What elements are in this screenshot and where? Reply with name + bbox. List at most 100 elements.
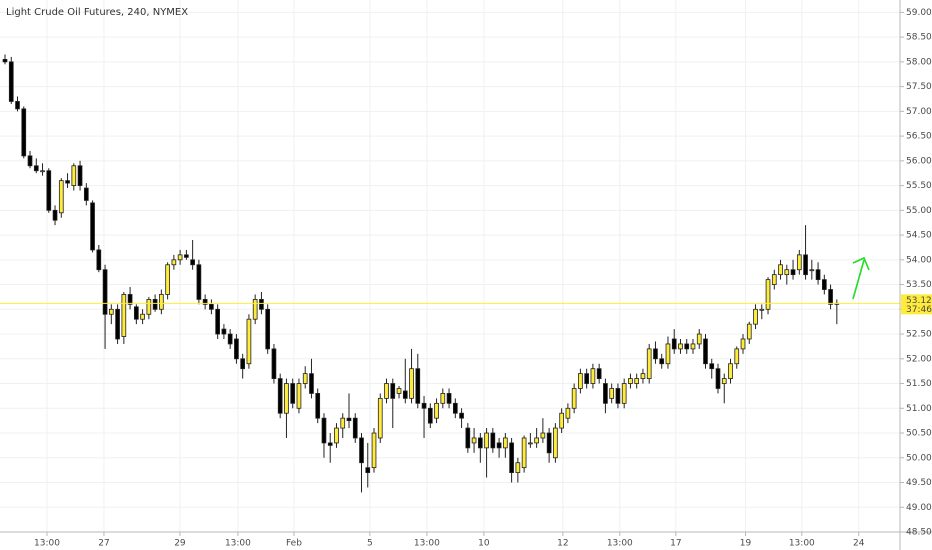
candle-body bbox=[603, 383, 608, 404]
candle-body bbox=[596, 368, 602, 379]
candle-body bbox=[202, 299, 208, 305]
candle-body bbox=[646, 348, 652, 379]
candle-body bbox=[721, 378, 727, 384]
candle-body bbox=[578, 373, 583, 389]
candle-body bbox=[221, 328, 227, 335]
candle-body bbox=[496, 442, 502, 449]
candle-body bbox=[402, 390, 408, 399]
candle-body bbox=[440, 393, 446, 404]
candle-body bbox=[634, 378, 640, 384]
candle-body bbox=[252, 299, 258, 320]
countdown-label: 37:46 bbox=[906, 305, 932, 315]
candle-body bbox=[115, 308, 120, 340]
x-tick-label: 13:00 bbox=[414, 539, 440, 549]
candle-body bbox=[77, 165, 83, 186]
candle-body bbox=[315, 393, 321, 419]
candle-body bbox=[390, 383, 396, 399]
y-tick-label: 49.00 bbox=[906, 503, 932, 513]
x-tick-label: 13:00 bbox=[607, 539, 633, 549]
candle-body bbox=[33, 165, 39, 172]
y-tick-label: 48.50 bbox=[906, 528, 932, 538]
candle-body bbox=[828, 289, 833, 305]
x-tick-label: 24 bbox=[853, 539, 865, 549]
y-tick-label: 57.50 bbox=[906, 82, 932, 92]
x-tick-label: 10 bbox=[478, 539, 490, 549]
candle-body bbox=[540, 432, 546, 439]
x-tick-label: 29 bbox=[174, 539, 186, 549]
candle-body bbox=[246, 318, 252, 365]
candle-body bbox=[528, 442, 533, 445]
candle-body bbox=[290, 383, 296, 404]
candle-body bbox=[715, 368, 721, 389]
candle-body bbox=[90, 202, 95, 251]
candle-body bbox=[365, 467, 371, 474]
x-tick-label: 19 bbox=[740, 539, 752, 549]
candle-body bbox=[340, 417, 346, 429]
y-tick-label: 55.00 bbox=[906, 206, 932, 216]
y-tick-label: 58.00 bbox=[906, 57, 932, 67]
candle-body bbox=[15, 101, 20, 110]
candle-body bbox=[309, 373, 314, 394]
x-tick-label: 13:00 bbox=[225, 539, 251, 549]
y-tick-label: 59.00 bbox=[906, 8, 932, 18]
x-tick-label: 12 bbox=[557, 539, 568, 549]
candle-body bbox=[327, 442, 333, 446]
y-tick-label: 52.00 bbox=[906, 354, 932, 364]
candle-body bbox=[803, 254, 808, 276]
x-tick-label: Feb bbox=[286, 539, 302, 549]
y-tick-label: 52.50 bbox=[906, 330, 932, 340]
y-tick-label: 53.50 bbox=[906, 280, 932, 290]
candle-body bbox=[765, 279, 771, 310]
candle-body bbox=[690, 343, 696, 350]
candle-body bbox=[640, 373, 646, 379]
candle-body bbox=[553, 427, 558, 459]
candle-body bbox=[271, 348, 277, 379]
candle-body bbox=[184, 254, 189, 258]
candle-body bbox=[427, 407, 433, 424]
candle-body bbox=[58, 180, 64, 214]
candle-body bbox=[227, 333, 233, 345]
candle-body bbox=[509, 442, 514, 474]
candle-body bbox=[377, 397, 383, 439]
candle-body bbox=[615, 388, 621, 404]
candle-body bbox=[171, 259, 177, 266]
y-tick-label: 56.50 bbox=[906, 132, 932, 142]
candle-body bbox=[784, 269, 790, 276]
candle-body bbox=[584, 373, 589, 384]
candle-body bbox=[415, 368, 421, 404]
candle-body bbox=[503, 437, 508, 449]
candle-body bbox=[346, 417, 352, 422]
candle-body bbox=[671, 338, 677, 350]
candle-body bbox=[684, 343, 690, 350]
candle-body bbox=[665, 343, 671, 365]
candle-body bbox=[746, 323, 752, 340]
candle-body bbox=[359, 437, 364, 464]
y-tick-label: 50.50 bbox=[906, 429, 932, 439]
candle-body bbox=[546, 432, 552, 454]
y-tick-label: 51.00 bbox=[906, 404, 932, 414]
candle-body bbox=[446, 393, 452, 404]
candle-body bbox=[809, 269, 815, 272]
candles bbox=[0, 54, 900, 493]
candle-body bbox=[21, 108, 27, 157]
candle-body bbox=[515, 462, 521, 474]
candle-body bbox=[421, 402, 427, 409]
candle-body bbox=[259, 299, 264, 310]
axis-labels: 48.50 49.00 49.50 50.00 50.50 51.00 51.50 52.00… bbox=[34, 8, 932, 549]
candle-body bbox=[565, 407, 571, 419]
candle-body bbox=[590, 368, 596, 384]
candle-body bbox=[209, 303, 214, 310]
candle-body bbox=[477, 437, 483, 449]
candle-body bbox=[740, 338, 746, 350]
candle-body bbox=[434, 402, 439, 419]
candle-body bbox=[71, 165, 77, 186]
candle-body bbox=[703, 338, 708, 365]
candle-body bbox=[96, 249, 102, 271]
candle-body bbox=[571, 388, 577, 409]
candle-body bbox=[134, 306, 139, 320]
candle-body bbox=[628, 378, 633, 384]
last-price-tag bbox=[901, 294, 932, 315]
chart-title: Light Crude Oil Futures, 240, NYMEX bbox=[6, 7, 188, 18]
